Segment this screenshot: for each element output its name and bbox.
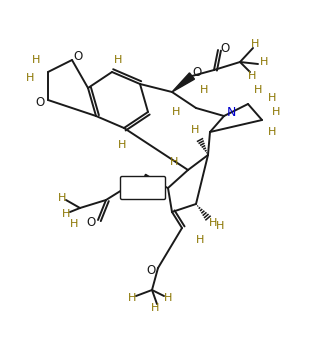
Text: H: H [172, 107, 180, 117]
Text: O: O [192, 66, 201, 78]
Text: N: N [226, 105, 236, 119]
FancyBboxPatch shape [121, 176, 166, 199]
Text: O: O [36, 96, 45, 108]
Text: H: H [128, 293, 136, 303]
Text: H: H [200, 85, 208, 95]
Polygon shape [142, 174, 168, 188]
Text: H: H [268, 93, 276, 103]
Text: O: O [73, 50, 82, 64]
Text: H: H [164, 293, 172, 303]
Text: H: H [170, 157, 178, 167]
Text: H: H [268, 127, 276, 137]
Text: H: H [151, 303, 159, 313]
Text: H: H [196, 235, 204, 245]
Text: O: O [220, 42, 230, 54]
Text: H: H [32, 55, 40, 65]
Text: H: H [254, 85, 262, 95]
Text: H: H [58, 193, 66, 203]
Text: H: H [70, 219, 78, 229]
Text: O: O [119, 183, 129, 195]
Text: H: H [251, 39, 259, 49]
Text: H: H [248, 71, 256, 81]
Text: H: H [272, 107, 280, 117]
Text: H: H [26, 73, 34, 83]
Text: O: O [146, 265, 156, 277]
Text: H: H [62, 209, 70, 219]
Text: H: H [260, 57, 268, 67]
Text: H: H [216, 221, 224, 231]
Text: H: H [118, 140, 126, 150]
Text: H: H [114, 55, 122, 65]
Text: H: H [191, 125, 199, 135]
Text: O: O [86, 217, 96, 230]
Polygon shape [172, 73, 195, 92]
Text: Abs: Abs [133, 183, 153, 193]
Text: H: H [209, 218, 217, 228]
